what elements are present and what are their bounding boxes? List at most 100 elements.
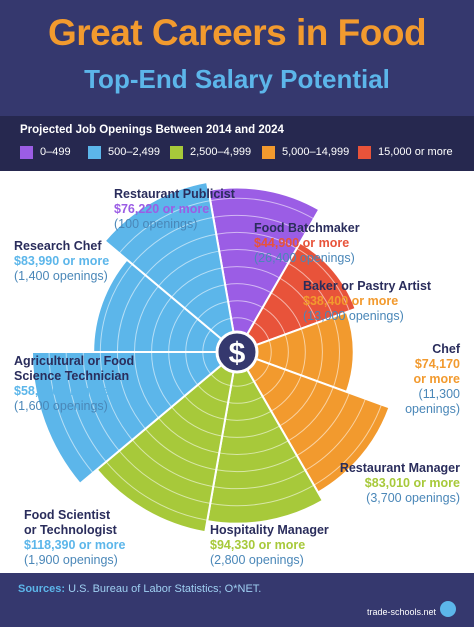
legend-band: [0, 116, 474, 171]
wedge-ring: [225, 410, 272, 421]
wedge-ring: [48, 351, 94, 474]
wedge-ring: [158, 417, 220, 454]
wedge-ring: [171, 267, 223, 298]
wedge-ring: [168, 307, 186, 353]
wedge-ring: [210, 317, 232, 331]
legend-label: 0–499: [40, 146, 71, 158]
wedge-ring: [65, 351, 107, 463]
wedge-ring: [222, 425, 280, 438]
career-name: Baker or Pastry Artist: [303, 279, 432, 293]
career-salary: $74,170: [414, 357, 460, 371]
legend-item-0-499: 0–499: [20, 145, 71, 159]
wedge-ring: [118, 450, 211, 504]
legend-label: 2,500–4,999: [190, 146, 252, 158]
legend-label: 500–2,499: [108, 146, 160, 158]
career-name: Restaurant Publicist: [114, 187, 235, 201]
wedge-ring: [270, 292, 302, 329]
wedge-food-scientist-or-technologist: [30, 351, 240, 486]
career-openings: (13,000 openings): [303, 309, 404, 323]
dollar-icon: $: [229, 337, 246, 370]
career-name-continued: Science Technician: [14, 369, 130, 383]
wedge-ring: [185, 351, 199, 386]
legend-label: 5,000–14,999: [282, 146, 350, 158]
legend-swatch: [358, 145, 371, 159]
career-openings: (100 openings): [114, 217, 198, 231]
wedge-ring: [184, 284, 226, 309]
career-openings: (2,800 openings): [210, 553, 304, 567]
page-title: Great Careers in Food: [47, 12, 427, 53]
wedge-ring: [116, 351, 146, 430]
legend-swatch: [262, 145, 275, 159]
legend-swatch: [170, 145, 183, 159]
wedge-ring: [287, 262, 334, 318]
wedge-ring: [219, 440, 289, 455]
wedge-ring: [222, 266, 280, 279]
wedge-ring: [197, 301, 229, 320]
sources-label: Sources:: [18, 583, 66, 595]
career-openings: (1,900 openings): [24, 553, 118, 567]
wedge-ring: [184, 395, 226, 420]
career-openings: (3,700 openings): [366, 491, 460, 505]
career-name: Hospitality Manager: [210, 523, 329, 537]
wedge-baker-or-pastry-artist: [234, 310, 355, 394]
legend-item-5000-14999: 5,000–14,999: [262, 145, 349, 159]
wedge-research-chef: [103, 180, 239, 355]
career-openings: (26,400 openings): [254, 251, 355, 265]
career-openings-suffix: openings): [405, 402, 460, 416]
center-disc: [215, 330, 259, 374]
wedge-ring: [213, 214, 306, 235]
career-salary: $38,400 or more: [303, 294, 399, 308]
legend-title: Projected Job Openings Between 2014 and …: [20, 124, 284, 136]
wedge-ring: [228, 395, 263, 404]
wedge-ring: [168, 351, 186, 397]
career-salary: $44,900 or more: [254, 236, 350, 250]
legend-item-15000-plus: 15,000 or more: [358, 145, 453, 159]
career-salary: $58,270 or more: [14, 384, 110, 398]
wedge-ring: [219, 249, 289, 264]
wedge-ring: [197, 384, 229, 403]
label-baker-pastry-artist: Baker or Pastry Artist $38,400 or more (…: [303, 279, 431, 324]
legend-label: 15,000 or more: [378, 146, 453, 158]
wedge-ring: [316, 322, 323, 382]
career-name: Food Batchmaker: [254, 221, 360, 235]
wedge-ring: [134, 351, 159, 419]
career-openings: (11,300: [418, 387, 460, 401]
wedge-ring: [210, 197, 315, 220]
career-name: Agricultural or Food: [14, 354, 135, 368]
career-salary: $76,220 or more: [114, 202, 210, 216]
label-hospitality-manager: Hospitality Manager $94,330 or more (2,8…: [210, 523, 329, 568]
wedge-ring: [116, 274, 146, 353]
sources-text: U.S. Bureau of Labor Statistics; O*NET.: [68, 583, 262, 595]
wedge-ring: [262, 369, 286, 397]
wedge-ring: [105, 461, 208, 521]
site-name: trade-schools.net: [366, 607, 436, 617]
label-agricultural-technician: Agricultural or Food Science Technician …: [14, 354, 134, 414]
wedge-ring: [185, 318, 199, 353]
career-name: Restaurant Manager: [339, 461, 460, 475]
wedge-ring: [228, 300, 263, 309]
footer-band: [0, 573, 474, 627]
wedge-ring: [305, 398, 366, 471]
legend-swatch: [88, 145, 101, 159]
globe-icon: [440, 601, 456, 617]
header-band: [0, 0, 474, 116]
label-food-batchmaker: Food Batchmaker $44,900 or more (26,400 …: [254, 221, 360, 266]
wedge-ring: [118, 200, 211, 254]
wedge-ring: [313, 404, 382, 486]
label-chef: Chef $74,170 or more (11,300 openings): [405, 342, 460, 417]
wedge-ring: [213, 469, 306, 490]
label-research-chef: Research Chef $83,990 or more (1,400 ope…: [14, 239, 109, 284]
wedge-ring: [210, 484, 315, 507]
wedge-ring: [296, 392, 350, 456]
career-salary: $94,330 or more: [210, 538, 306, 552]
sources-note: Sources: U.S. Bureau of Labor Statistics…: [18, 583, 261, 595]
wedge-ring: [300, 328, 306, 376]
wedge-ring: [99, 263, 133, 353]
label-restaurant-manager: Restaurant Manager $83,010 or more (3,70…: [340, 461, 460, 506]
legend-swatch: [20, 145, 33, 159]
wedge-ring: [99, 351, 133, 441]
wedge-restaurant-manager: [206, 349, 325, 525]
career-salary: $83,990 or more: [14, 254, 110, 268]
career-name: Research Chef: [14, 239, 102, 253]
